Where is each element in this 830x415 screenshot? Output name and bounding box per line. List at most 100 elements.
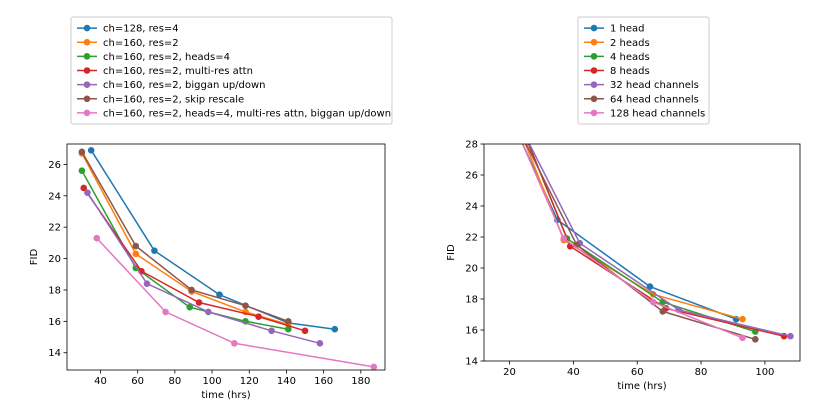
- left-series-3-point-2: [195, 299, 203, 306]
- left-axes-frame: [66, 143, 386, 371]
- left-ytick-label-2: 18: [48, 285, 61, 296]
- left-xtick-label-5: 140: [277, 376, 296, 387]
- left-series-line-6: [96, 237, 374, 368]
- right-legend-marker-5: [590, 95, 598, 103]
- right-series-line-0: [521, 144, 737, 320]
- right-legend-label-4: 32 head channels: [610, 80, 699, 91]
- right-legend-label-5: 64 head channels: [610, 94, 699, 105]
- left-xtick-label-1: 60: [131, 376, 144, 387]
- left-series-5-point-0: [78, 148, 86, 156]
- left-series-5-point-2: [188, 286, 195, 294]
- left-ytick-label-6: 26: [48, 160, 61, 171]
- left-legend-label-2: ch=160, res=2, heads=4: [103, 52, 230, 63]
- left-series-1-point-1: [132, 250, 140, 258]
- right-series-group: [516, 133, 794, 343]
- right-chart: 20 40 60 80 100 14 16 18 20 22 24 26 28 time (hrs) FID…: [446, 16, 801, 392]
- right-series-2-point-0: [522, 133, 529, 140]
- right-series-6-point-3: [739, 334, 746, 342]
- right-ytick-label-0: 14: [465, 357, 478, 368]
- left-ytick-label-5: 24: [48, 191, 61, 202]
- left-legend-label-6: ch=160, res=2, heads=4, multi-res attn, …: [103, 109, 391, 120]
- left-legend-label-3: ch=160, res=2, multi-res attn: [103, 66, 253, 77]
- left-ytick-label-1: 16: [48, 317, 61, 328]
- right-ytick-label-3: 20: [465, 264, 478, 275]
- left-series-line-1: [81, 153, 289, 326]
- right-series-line-4: [528, 144, 791, 337]
- right-legend-label-3: 8 heads: [610, 66, 650, 77]
- left-xtick-label-4: 120: [240, 376, 259, 387]
- left-xtick-label-2: 80: [168, 376, 181, 387]
- right-series-3-point-0: [522, 133, 529, 140]
- right-series-6-point-2: [649, 298, 657, 306]
- left-ytick-label-4: 22: [48, 223, 61, 234]
- right-series-5-point-0: [519, 133, 526, 140]
- right-ytick-label-5: 24: [465, 202, 478, 213]
- left-legend-box: [70, 16, 393, 125]
- right-axes-frame: [483, 143, 801, 362]
- left-legend-label-1: ch=160, res=2: [103, 38, 179, 49]
- left-xtick-label-6: 160: [314, 376, 333, 387]
- left-series-5-point-1: [132, 242, 140, 250]
- left-series-4-point-4: [316, 340, 324, 347]
- right-legend-label-6: 128 head channels: [610, 109, 705, 120]
- left-series-5-point-3: [242, 302, 249, 309]
- left-series-6-point-0: [93, 234, 101, 242]
- right-series-6-point-1: [560, 235, 568, 242]
- left-legend-marker-6: [83, 109, 91, 117]
- right-series-5-point-2: [659, 308, 667, 315]
- right-legend-marker-6: [590, 109, 598, 117]
- right-legend-box: [577, 16, 710, 125]
- right-ytick-label-7: 28: [465, 140, 478, 151]
- left-series-6-point-3: [370, 363, 378, 370]
- right-series-line-6: [521, 144, 743, 339]
- right-xtick-label-4: 100: [755, 367, 774, 378]
- right-series-4-point-0: [522, 133, 529, 140]
- left-series-line-2: [81, 170, 289, 330]
- right-legend-label-1: 2 heads: [610, 38, 650, 49]
- left-series-6-point-1: [162, 308, 169, 316]
- left-chart: 40 60 80 100 120 140 160 180 14 16 18 20 22 24 26 time …: [29, 16, 393, 401]
- right-xtick-label-3: 80: [695, 367, 708, 378]
- right-series-line-1: [524, 144, 743, 320]
- left-legend-label-0: ch=128, res=4: [103, 24, 179, 35]
- right-ytick-label-2: 18: [465, 295, 478, 306]
- left-series-3-point-0: [80, 184, 88, 192]
- right-xtick-label-0: 20: [503, 367, 516, 378]
- left-series-4-point-3: [268, 327, 275, 335]
- left-legend-marker-0: [83, 24, 91, 32]
- left-series-2-point-4: [284, 325, 292, 333]
- left-series-0-point-1: [151, 247, 158, 255]
- right-series-1-point-3: [739, 315, 746, 323]
- right-series-0-point-0: [516, 133, 523, 140]
- right-legend-marker-2: [590, 53, 598, 60]
- left-series-0-point-0: [87, 146, 95, 154]
- right-ytick-label-6: 26: [465, 171, 478, 182]
- right-xtick-label-2: 60: [631, 367, 644, 378]
- left-legend-label-5: ch=160, res=2, skip rescale: [103, 94, 244, 105]
- left-series-2-point-0: [78, 167, 86, 174]
- left-legend-marker-3: [83, 67, 91, 74]
- left-legend-marker-4: [83, 81, 91, 88]
- right-ytick-label-4: 22: [465, 233, 478, 244]
- right-xlabel: time (hrs): [617, 381, 666, 392]
- left-series-3-point-4: [301, 327, 309, 335]
- left-series-5-point-4: [284, 318, 292, 325]
- left-series-line-5: [81, 151, 289, 323]
- right-legend-marker-1: [590, 38, 598, 46]
- right-series-5-point-3: [752, 336, 759, 343]
- right-series-line-2: [527, 144, 756, 333]
- left-xlabel: time (hrs): [201, 390, 250, 401]
- left-xtick-label-7: 180: [351, 376, 370, 387]
- left-series-4-point-0: [84, 189, 91, 196]
- right-ylabel: FID: [446, 244, 457, 261]
- right-series-6-point-0: [516, 133, 523, 140]
- left-xtick-label-0: 40: [94, 376, 107, 387]
- right-legend-marker-0: [590, 24, 598, 32]
- left-legend-marker-5: [83, 95, 91, 103]
- right-series-0-point-2: [646, 283, 654, 290]
- left-legend-marker-1: [83, 38, 91, 46]
- right-legend-marker-4: [590, 81, 598, 88]
- left-series-3-point-3: [255, 313, 262, 320]
- left-series-4-point-1: [143, 280, 151, 287]
